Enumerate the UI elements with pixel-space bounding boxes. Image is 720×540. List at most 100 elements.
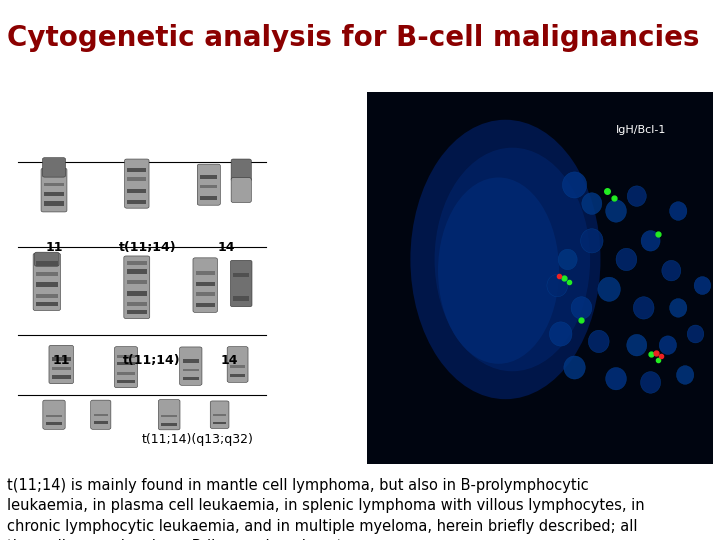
FancyBboxPatch shape bbox=[49, 346, 73, 383]
FancyBboxPatch shape bbox=[43, 400, 65, 429]
Ellipse shape bbox=[558, 249, 577, 269]
Bar bbox=[183, 369, 199, 372]
FancyBboxPatch shape bbox=[124, 256, 150, 319]
FancyBboxPatch shape bbox=[91, 400, 111, 429]
FancyBboxPatch shape bbox=[193, 258, 217, 312]
Bar bbox=[44, 201, 64, 206]
FancyBboxPatch shape bbox=[230, 260, 252, 307]
Bar bbox=[52, 367, 71, 370]
Bar bbox=[117, 362, 135, 365]
Ellipse shape bbox=[410, 120, 600, 399]
Bar bbox=[196, 292, 215, 296]
Ellipse shape bbox=[606, 200, 626, 222]
Bar bbox=[233, 273, 249, 277]
Bar bbox=[44, 192, 64, 196]
Ellipse shape bbox=[634, 297, 654, 319]
Bar bbox=[46, 422, 62, 425]
Ellipse shape bbox=[670, 299, 687, 317]
Ellipse shape bbox=[626, 334, 647, 356]
Ellipse shape bbox=[562, 172, 587, 198]
Bar bbox=[127, 291, 147, 296]
FancyBboxPatch shape bbox=[231, 178, 251, 202]
Text: IgH/Bcl-1: IgH/Bcl-1 bbox=[616, 125, 667, 136]
Bar bbox=[127, 269, 147, 274]
Bar bbox=[161, 415, 177, 417]
Bar bbox=[127, 280, 147, 284]
Ellipse shape bbox=[670, 202, 687, 220]
Bar bbox=[36, 282, 58, 287]
Ellipse shape bbox=[438, 178, 559, 364]
Ellipse shape bbox=[627, 186, 647, 206]
Bar bbox=[52, 357, 71, 361]
Text: 14: 14 bbox=[220, 354, 238, 367]
FancyBboxPatch shape bbox=[180, 347, 202, 386]
Bar bbox=[36, 261, 58, 266]
Ellipse shape bbox=[662, 260, 681, 281]
FancyBboxPatch shape bbox=[125, 159, 149, 208]
Bar bbox=[94, 421, 108, 424]
Ellipse shape bbox=[660, 336, 677, 354]
Bar bbox=[213, 414, 226, 416]
Bar bbox=[196, 302, 215, 307]
Bar bbox=[161, 423, 177, 426]
Ellipse shape bbox=[549, 322, 572, 346]
Bar bbox=[36, 302, 58, 306]
Bar bbox=[127, 261, 147, 265]
Text: t(11;14)(q13;q32): t(11;14)(q13;q32) bbox=[142, 433, 254, 446]
FancyBboxPatch shape bbox=[197, 164, 220, 205]
Bar bbox=[127, 200, 146, 204]
Bar bbox=[117, 380, 135, 383]
Ellipse shape bbox=[677, 366, 694, 384]
Bar bbox=[117, 372, 135, 375]
Bar bbox=[36, 272, 58, 276]
Text: t(11;14) is mainly found in mantle cell lymphoma, but also in B-prolymphocytic
l: t(11;14) is mainly found in mantle cell … bbox=[7, 478, 645, 540]
Bar bbox=[200, 185, 217, 188]
Text: t(11;14): t(11;14) bbox=[119, 241, 176, 254]
Bar bbox=[117, 355, 135, 357]
FancyBboxPatch shape bbox=[228, 347, 248, 382]
Bar bbox=[127, 189, 146, 193]
Text: 14: 14 bbox=[218, 241, 235, 254]
Ellipse shape bbox=[606, 368, 626, 390]
FancyBboxPatch shape bbox=[114, 347, 138, 388]
FancyBboxPatch shape bbox=[158, 400, 180, 430]
Ellipse shape bbox=[694, 276, 711, 294]
Bar bbox=[196, 271, 215, 275]
Ellipse shape bbox=[588, 330, 609, 353]
Bar bbox=[44, 183, 64, 186]
Bar bbox=[127, 310, 147, 314]
Bar bbox=[213, 422, 226, 424]
Bar bbox=[367, 92, 713, 464]
Ellipse shape bbox=[571, 297, 592, 319]
FancyBboxPatch shape bbox=[210, 401, 229, 429]
FancyBboxPatch shape bbox=[33, 253, 60, 310]
Ellipse shape bbox=[564, 356, 585, 379]
Ellipse shape bbox=[547, 274, 567, 297]
Ellipse shape bbox=[435, 147, 590, 372]
Bar bbox=[230, 374, 245, 377]
FancyBboxPatch shape bbox=[42, 158, 66, 177]
FancyBboxPatch shape bbox=[41, 168, 67, 212]
Bar bbox=[7, 76, 367, 464]
Bar bbox=[127, 177, 146, 181]
Bar bbox=[127, 168, 146, 172]
Text: Cytogenetic analysis for B-cell malignancies: Cytogenetic analysis for B-cell malignan… bbox=[7, 24, 700, 52]
Bar bbox=[46, 415, 62, 417]
Bar bbox=[36, 294, 58, 298]
Ellipse shape bbox=[687, 325, 704, 343]
Text: 11: 11 bbox=[45, 241, 63, 254]
Bar bbox=[200, 175, 217, 179]
Bar bbox=[233, 296, 249, 301]
Bar bbox=[183, 377, 199, 380]
Bar bbox=[196, 281, 215, 286]
Bar bbox=[52, 375, 71, 379]
Ellipse shape bbox=[582, 193, 602, 214]
Bar bbox=[183, 360, 199, 363]
Ellipse shape bbox=[616, 248, 636, 271]
Bar bbox=[233, 285, 249, 288]
Bar bbox=[200, 196, 217, 200]
Ellipse shape bbox=[580, 229, 603, 253]
Bar bbox=[230, 365, 245, 368]
Ellipse shape bbox=[598, 277, 621, 301]
Text: t(11;14): t(11;14) bbox=[122, 354, 180, 367]
